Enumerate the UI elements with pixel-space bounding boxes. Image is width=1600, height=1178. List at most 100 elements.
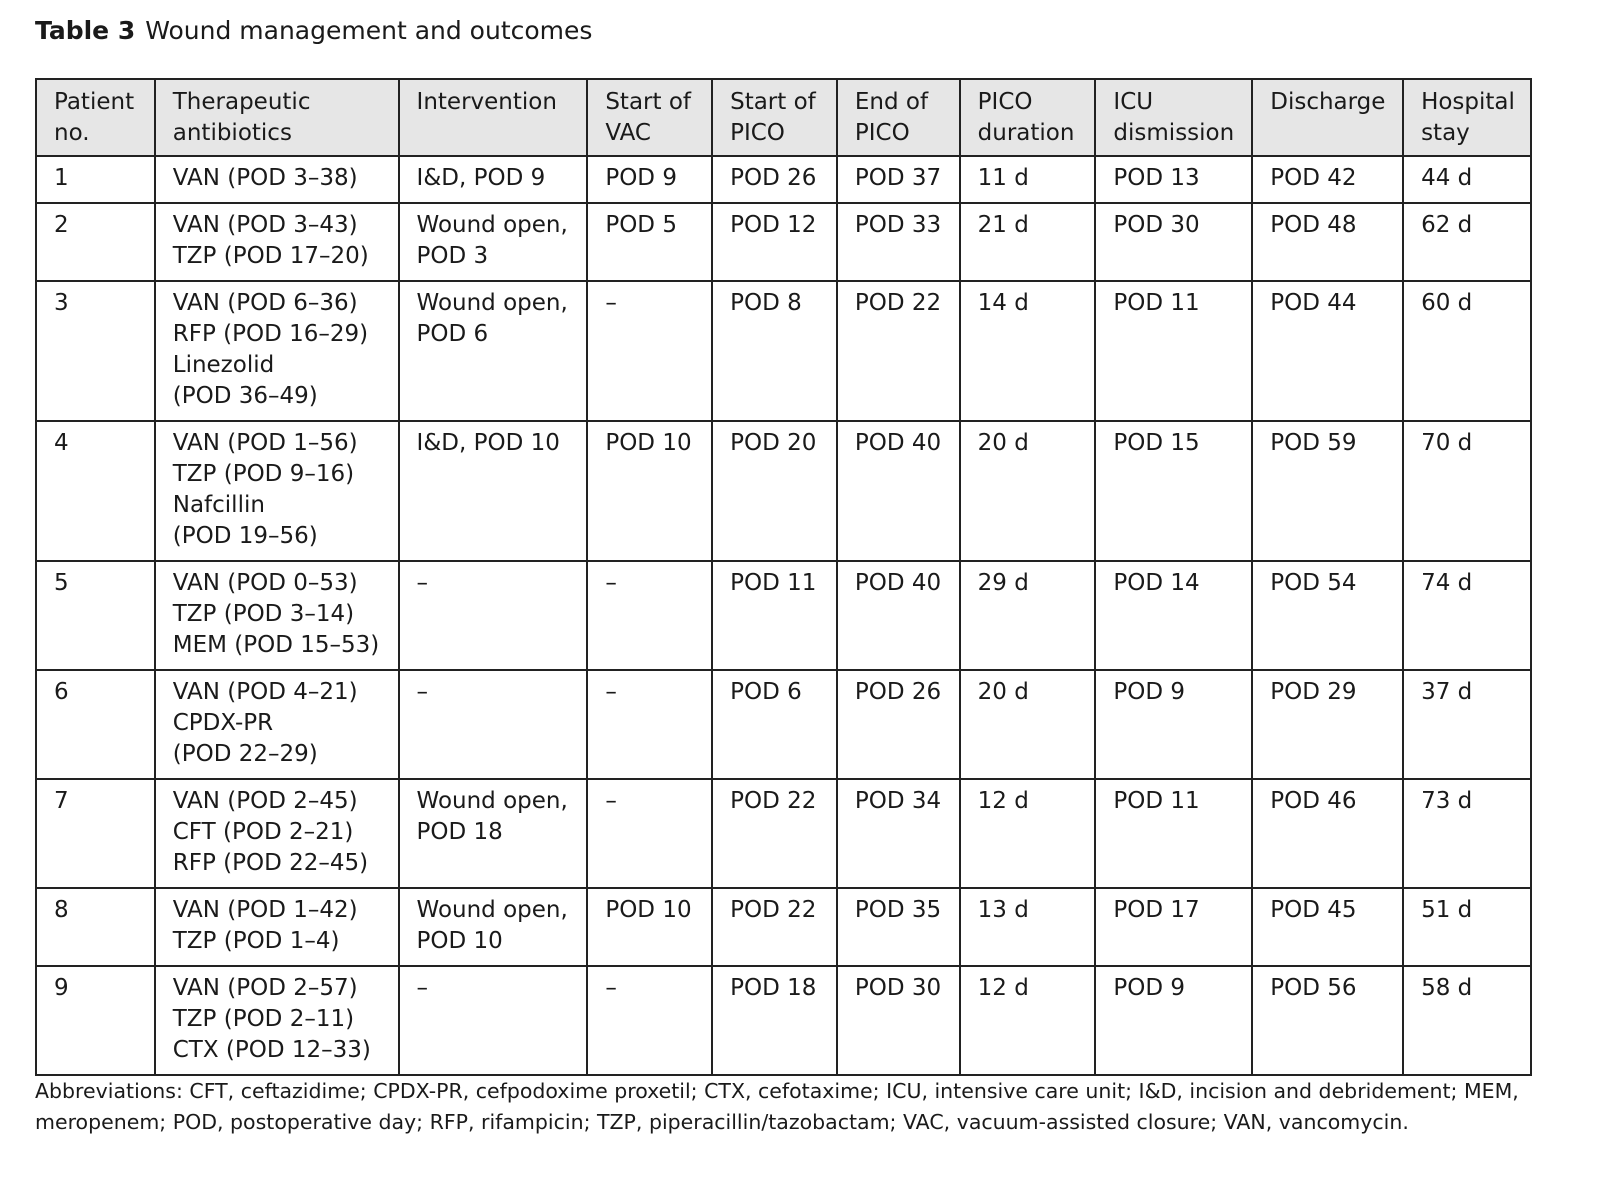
cell-text: 4 (54, 430, 69, 456)
cell-pico-duration: 14 d (958, 280, 1097, 422)
cell-therapeutic-antibiotics: VAN (POD 3–38) (153, 155, 400, 204)
cell-text: 74 d (1421, 570, 1473, 596)
header-text: Intervention (416, 89, 557, 115)
cell-start-of-pico: POD 22 (711, 887, 838, 967)
cell-pico-duration: 29 d (958, 560, 1097, 671)
cell-text: POD 29 (1270, 679, 1357, 705)
cell-text: 29 d (977, 570, 1029, 596)
cell-text: POD 48 (1270, 212, 1357, 238)
cell-text: TZP (POD 17–20) (172, 243, 369, 269)
cell-text: POD 9 (605, 165, 677, 191)
table-row: 9 VAN (POD 2–57) TZP (POD 2–11) CTX (POD 12… (35, 965, 1532, 1076)
cell-end-of-pico: POD 40 (835, 560, 961, 671)
cell-text: 73 d (1421, 788, 1473, 814)
column-header-discharge: Discharge (1251, 78, 1405, 157)
cell-end-of-pico: POD 22 (835, 280, 961, 422)
cell-text: POD 44 (1270, 290, 1357, 316)
cell-text: Wound open, (416, 290, 568, 316)
cell-start-of-pico: POD 12 (711, 202, 838, 282)
cell-text: (POD 36–49) (172, 383, 318, 409)
cell-text: TZP (POD 3–14) (172, 601, 355, 627)
cell-icu-dismission: POD 30 (1094, 202, 1254, 282)
cell-end-of-pico: POD 26 (835, 669, 961, 780)
cell-start-of-pico: POD 22 (711, 778, 838, 889)
cell-hospital-stay: 44 d (1402, 155, 1532, 204)
cell-therapeutic-antibiotics: VAN (POD 2–45) CFT (POD 2–21) RFP (POD 22–… (153, 778, 400, 889)
cell-text: RFP (POD 22–45) (172, 850, 369, 876)
cell-start-of-pico: POD 26 (711, 155, 838, 204)
cell-icu-dismission: POD 13 (1094, 155, 1254, 204)
cell-patient-no: 3 (35, 280, 156, 422)
cell-end-of-pico: POD 33 (835, 202, 961, 282)
cell-pico-duration: 21 d (958, 202, 1097, 282)
cell-pico-duration: 12 d (958, 778, 1097, 889)
cell-text: POD 33 (854, 212, 942, 238)
cell-text: Wound open, (416, 897, 568, 923)
cell-discharge: POD 48 (1251, 202, 1405, 282)
cell-text: POD 15 (1113, 430, 1200, 456)
cell-end-of-pico: POD 35 (835, 887, 961, 967)
table-row: 7 VAN (POD 2–45) CFT (POD 2–21) RFP (POD 22… (35, 778, 1532, 889)
cell-intervention: Wound open, POD 18 (397, 778, 589, 889)
cell-text: – (605, 679, 617, 705)
cell-text: VAN (POD 3–38) (172, 165, 358, 191)
cell-patient-no: 4 (35, 420, 156, 562)
cell-discharge: POD 44 (1251, 280, 1405, 422)
cell-text: – (416, 570, 429, 596)
header-text: PICO (730, 120, 785, 146)
cell-end-of-pico: POD 34 (835, 778, 961, 889)
cell-text: MEM (POD 15–53) (172, 632, 380, 658)
cell-icu-dismission: POD 15 (1094, 420, 1254, 562)
cell-text: 11 d (977, 165, 1029, 191)
header-text: PICO (977, 89, 1033, 115)
cell-start-of-vac: POD 10 (586, 887, 714, 967)
cell-icu-dismission: POD 11 (1094, 280, 1254, 422)
cell-text: POD 42 (1270, 165, 1357, 191)
cell-text: POD 13 (1113, 165, 1200, 191)
cell-therapeutic-antibiotics: VAN (POD 0–53) TZP (POD 3–14) MEM (POD 15–… (153, 560, 400, 671)
cell-text: Wound open, (416, 788, 568, 814)
cell-start-of-pico: POD 6 (711, 669, 838, 780)
cell-pico-duration: 20 d (958, 669, 1097, 780)
cell-text: POD 22 (730, 897, 817, 923)
cell-text: 70 d (1421, 430, 1473, 456)
cell-discharge: POD 29 (1251, 669, 1405, 780)
header-text: Start of (605, 89, 691, 115)
cell-icu-dismission: POD 11 (1094, 778, 1254, 889)
cell-text: 20 d (977, 679, 1029, 705)
cell-text: 60 d (1421, 290, 1473, 316)
cell-text: TZP (POD 1–4) (172, 928, 340, 954)
cell-text: POD 35 (854, 897, 942, 923)
header-text: antibiotics (172, 120, 292, 146)
cell-discharge: POD 59 (1251, 420, 1405, 562)
cell-text: 44 d (1421, 165, 1473, 191)
header-text: dismission (1113, 120, 1235, 146)
cell-end-of-pico: POD 37 (835, 155, 961, 204)
cell-text: POD 34 (854, 788, 942, 814)
table-row: 3 VAN (POD 6–36) RFP (POD 16–29) Linezolid (… (35, 280, 1532, 422)
cell-text: POD 11 (1113, 290, 1200, 316)
cell-hospital-stay: 60 d (1402, 280, 1532, 422)
cell-text: VAN (POD 2–57) (172, 975, 358, 1001)
cell-pico-duration: 20 d (958, 420, 1097, 562)
cell-text: POD 20 (730, 430, 817, 456)
cell-intervention: – (397, 965, 589, 1076)
cell-text: 14 d (977, 290, 1029, 316)
table-footnote: Abbreviations: CFT, ceftazidime; CPDX-PR… (35, 1079, 1519, 1134)
header-text: PICO (854, 120, 910, 146)
cell-therapeutic-antibiotics: VAN (POD 3–43) TZP (POD 17–20) (153, 202, 400, 282)
cell-text: POD 18 (416, 819, 503, 845)
cell-start-of-vac: POD 10 (586, 420, 714, 562)
cell-text: – (605, 788, 617, 814)
cell-therapeutic-antibiotics: VAN (POD 4–21) CPDX-PR (POD 22–29) (153, 669, 400, 780)
cell-icu-dismission: POD 14 (1094, 560, 1254, 671)
cell-text: – (605, 290, 617, 316)
cell-hospital-stay: 62 d (1402, 202, 1532, 282)
cell-text: 12 d (977, 975, 1029, 1001)
cell-text: – (605, 975, 617, 1001)
cell-text: POD 8 (730, 290, 802, 316)
cell-pico-duration: 13 d (958, 887, 1097, 967)
cell-therapeutic-antibiotics: VAN (POD 6–36) RFP (POD 16–29) Linezolid (P… (153, 280, 400, 422)
cell-text: POD 10 (605, 430, 692, 456)
header-text: stay (1421, 120, 1470, 146)
